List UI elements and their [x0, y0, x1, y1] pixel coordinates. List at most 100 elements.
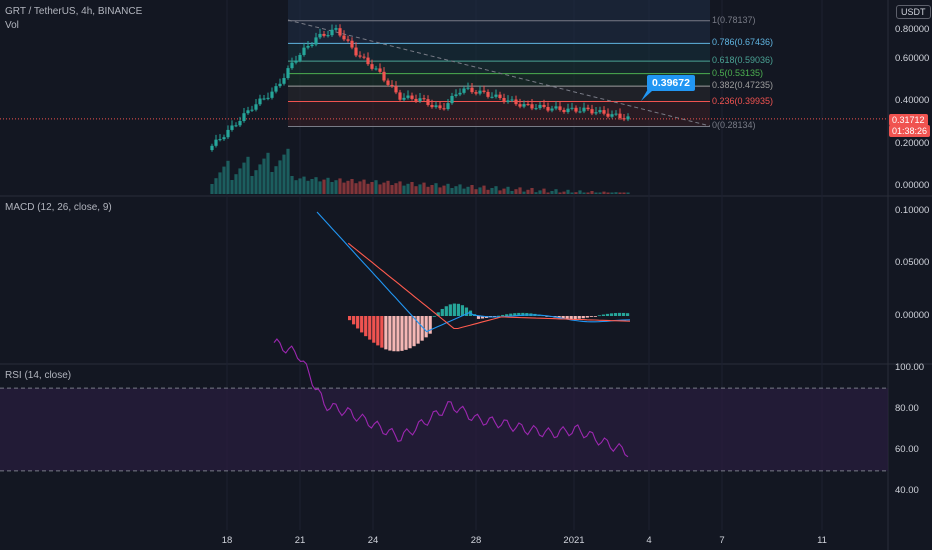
macd-histogram-bar — [521, 312, 525, 316]
macd-histogram-bar — [348, 316, 352, 321]
macd-histogram-bar — [408, 316, 412, 349]
macd-histogram-bar — [436, 312, 440, 316]
volume-bar — [570, 192, 574, 194]
candle-body — [366, 57, 370, 65]
volume-bar — [390, 185, 394, 194]
candle-body — [586, 107, 590, 110]
price-tick: 0.40000 — [895, 95, 930, 106]
macd-histogram-bar — [569, 316, 573, 320]
candle-body — [346, 39, 350, 41]
volume-bar — [378, 184, 382, 194]
macd-histogram-bar — [352, 316, 356, 325]
candle-body — [394, 86, 398, 93]
macd-histogram-bar — [497, 315, 501, 317]
macd-histogram-bar — [476, 316, 481, 319]
volume-bar — [510, 191, 514, 194]
candle-body — [466, 87, 470, 89]
macd-histogram-bar — [456, 303, 460, 316]
macd-histogram-bar — [557, 316, 561, 319]
countdown-badge: 01:38:26 — [889, 125, 931, 137]
candle-body — [334, 28, 338, 30]
volume-bar — [490, 188, 494, 194]
volume-bar — [494, 186, 498, 194]
candle-body — [462, 88, 466, 93]
volume-bar — [534, 192, 538, 194]
candle-body — [222, 137, 226, 140]
signal-line — [347, 242, 631, 330]
time-tick: 4 — [646, 535, 652, 546]
time-tick: 28 — [470, 535, 482, 546]
candle-body — [602, 110, 606, 114]
macd-histogram-bar — [364, 316, 368, 337]
macd-histogram-bar — [380, 316, 384, 348]
volume-bar — [214, 178, 218, 194]
volume-bar — [626, 192, 630, 194]
candle-body — [474, 92, 478, 94]
volume-bar — [350, 179, 354, 194]
currency-badge[interactable]: USDT — [896, 5, 931, 19]
macd-histogram-bar — [428, 316, 432, 334]
candle-body — [566, 108, 570, 113]
candle-body — [386, 80, 390, 85]
candle-body — [322, 33, 326, 36]
volume-bar — [346, 180, 350, 194]
volume-bar — [342, 182, 346, 194]
volume-bar — [222, 166, 226, 194]
macd-histogram-bar — [440, 308, 444, 316]
volume-bar — [422, 182, 426, 194]
candle-body — [374, 68, 378, 70]
volume-bar — [362, 179, 366, 194]
volume-bar — [366, 183, 370, 194]
macd-histogram-bar — [356, 316, 360, 329]
volume-bar — [542, 188, 546, 194]
macd-histogram-bar — [420, 316, 424, 341]
volume-bar — [462, 188, 466, 194]
candle-body — [314, 37, 318, 45]
volume-bar — [298, 178, 302, 194]
macd-line — [316, 211, 631, 333]
macd-histogram-bar — [561, 316, 565, 319]
volume-bar — [582, 192, 586, 194]
volume-bar — [334, 180, 338, 194]
fib-level-label: 0.382(0.47235) — [712, 80, 774, 91]
rsi-title: RSI (14, close) — [5, 370, 72, 381]
volume-bar — [438, 187, 442, 194]
macd-histogram-bar — [501, 314, 505, 316]
candle-body — [622, 118, 626, 120]
candle-body — [294, 60, 298, 63]
volume-bar — [550, 191, 554, 194]
candle-body — [242, 113, 246, 122]
candle-body — [454, 94, 458, 96]
macd-histogram-bar — [384, 316, 388, 350]
fib-level-label: 0.786(0.67436) — [712, 37, 774, 48]
volume-bar — [486, 189, 490, 194]
volume-bar — [414, 186, 418, 194]
candle-body — [238, 121, 242, 126]
volume-bar — [234, 174, 238, 194]
macd-histogram-bar — [424, 316, 428, 338]
candle-body — [490, 96, 494, 98]
macd-histogram-bar — [360, 316, 364, 333]
rsi-band — [0, 388, 888, 471]
volume-label: Vol — [5, 20, 19, 31]
candle-body — [378, 68, 382, 72]
volume-bar — [614, 192, 618, 194]
candle-body — [438, 105, 442, 109]
volume-bar — [606, 192, 610, 194]
macd-histogram-bar — [585, 316, 589, 318]
candle-body — [510, 99, 514, 101]
volume-bar — [426, 186, 430, 194]
macd-histogram-bar — [545, 316, 549, 317]
volume-bar — [574, 192, 578, 194]
time-tick: 7 — [719, 535, 725, 546]
macd-histogram-bar — [597, 315, 601, 317]
candle-body — [486, 91, 490, 97]
fib-band — [288, 101, 710, 127]
volume-bar — [594, 192, 598, 194]
macd-histogram-bar — [444, 306, 448, 316]
macd-histogram-bar — [565, 316, 569, 320]
price-callout[interactable]: 0.39672 — [647, 75, 695, 91]
macd-histogram-bar — [480, 316, 485, 319]
volume-bar — [466, 186, 470, 194]
